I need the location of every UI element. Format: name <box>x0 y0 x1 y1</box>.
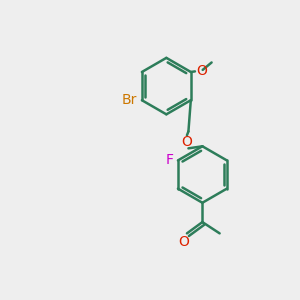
Text: O: O <box>178 235 189 249</box>
Text: O: O <box>196 64 207 78</box>
Text: O: O <box>182 135 192 149</box>
Text: Br: Br <box>121 93 136 106</box>
Text: F: F <box>166 153 173 167</box>
